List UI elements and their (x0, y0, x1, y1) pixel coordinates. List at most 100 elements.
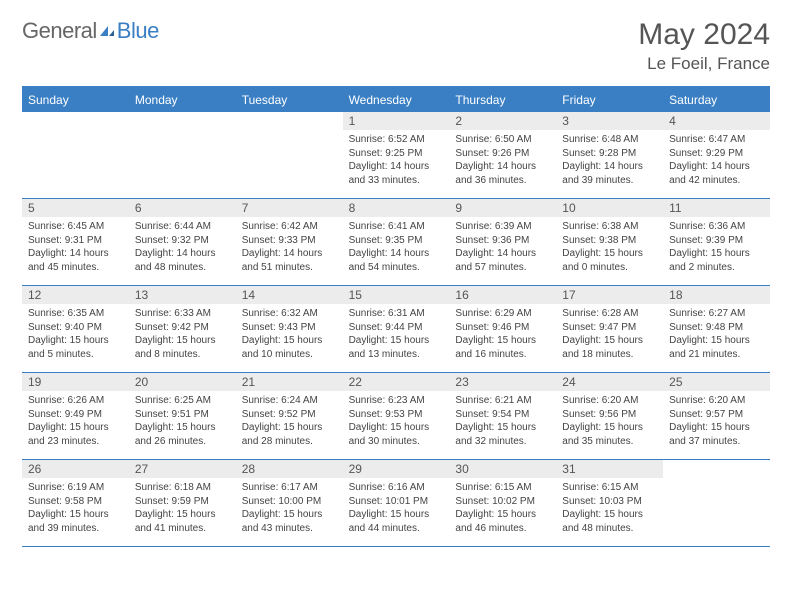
sunset-text: Sunset: 10:03 PM (562, 495, 657, 509)
sunset-text: Sunset: 9:31 PM (28, 234, 123, 248)
sunset-text: Sunset: 9:48 PM (669, 321, 764, 335)
daylight-text: Daylight: 15 hours and 30 minutes. (349, 421, 444, 448)
sunset-text: Sunset: 9:35 PM (349, 234, 444, 248)
day-details: Sunrise: 6:45 AMSunset: 9:31 PMDaylight:… (22, 217, 129, 280)
sunset-text: Sunset: 9:42 PM (135, 321, 230, 335)
sunset-text: Sunset: 9:53 PM (349, 408, 444, 422)
day-number: 6 (129, 199, 236, 217)
daylight-text: Daylight: 15 hours and 18 minutes. (562, 334, 657, 361)
day-details: Sunrise: 6:41 AMSunset: 9:35 PMDaylight:… (343, 217, 450, 280)
day-number: 25 (663, 373, 770, 391)
sunrise-text: Sunrise: 6:31 AM (349, 307, 444, 321)
daylight-text: Daylight: 14 hours and 45 minutes. (28, 247, 123, 274)
day-cell: 26Sunrise: 6:19 AMSunset: 9:58 PMDayligh… (22, 460, 129, 546)
day-details: Sunrise: 6:15 AMSunset: 10:02 PMDaylight… (449, 478, 556, 541)
day-cell: 25Sunrise: 6:20 AMSunset: 9:57 PMDayligh… (663, 373, 770, 459)
day-cell: 11Sunrise: 6:36 AMSunset: 9:39 PMDayligh… (663, 199, 770, 285)
day-details: Sunrise: 6:26 AMSunset: 9:49 PMDaylight:… (22, 391, 129, 454)
day-header-mon: Monday (129, 88, 236, 112)
day-details: Sunrise: 6:39 AMSunset: 9:36 PMDaylight:… (449, 217, 556, 280)
sunset-text: Sunset: 9:57 PM (669, 408, 764, 422)
day-details: Sunrise: 6:16 AMSunset: 10:01 PMDaylight… (343, 478, 450, 541)
day-cell: 6Sunrise: 6:44 AMSunset: 9:32 PMDaylight… (129, 199, 236, 285)
sunset-text: Sunset: 9:38 PM (562, 234, 657, 248)
day-cell: 28Sunrise: 6:17 AMSunset: 10:00 PMDaylig… (236, 460, 343, 546)
day-details: Sunrise: 6:27 AMSunset: 9:48 PMDaylight:… (663, 304, 770, 367)
day-number: 24 (556, 373, 663, 391)
day-cell: 2Sunrise: 6:50 AMSunset: 9:26 PMDaylight… (449, 112, 556, 198)
day-details: Sunrise: 6:44 AMSunset: 9:32 PMDaylight:… (129, 217, 236, 280)
sunrise-text: Sunrise: 6:20 AM (669, 394, 764, 408)
brand-text: GeneralBlue (22, 18, 159, 44)
day-details: Sunrise: 6:28 AMSunset: 9:47 PMDaylight:… (556, 304, 663, 367)
day-number: 27 (129, 460, 236, 478)
daylight-text: Daylight: 15 hours and 21 minutes. (669, 334, 764, 361)
sunrise-text: Sunrise: 6:26 AM (28, 394, 123, 408)
daylight-text: Daylight: 15 hours and 16 minutes. (455, 334, 550, 361)
sunrise-text: Sunrise: 6:42 AM (242, 220, 337, 234)
sunset-text: Sunset: 9:44 PM (349, 321, 444, 335)
month-title: May 2024 (638, 18, 770, 52)
day-number: 18 (663, 286, 770, 304)
week-row: 1Sunrise: 6:52 AMSunset: 9:25 PMDaylight… (22, 112, 770, 199)
day-number (22, 112, 129, 130)
day-cell: 13 Sunrise: 6:33 AMSunset: 9:42 PMDayligh… (129, 286, 236, 372)
sunrise-text: Sunrise: 6:17 AM (242, 481, 337, 495)
sunrise-text: Sunrise: 6:28 AM (562, 307, 657, 321)
day-details: Sunrise: 6:50 AMSunset: 9:26 PMDaylight:… (449, 130, 556, 193)
day-number: 20 (129, 373, 236, 391)
daylight-text: Daylight: 15 hours and 41 minutes. (135, 508, 230, 535)
day-number: 28 (236, 460, 343, 478)
sunrise-text: Sunrise: 6:32 AM (242, 307, 337, 321)
sunrise-text: Sunrise: 6:47 AM (669, 133, 764, 147)
sunrise-text: Sunrise: 6:39 AM (455, 220, 550, 234)
week-row: 19Sunrise: 6:26 AMSunset: 9:49 PMDayligh… (22, 373, 770, 460)
day-number: 22 (343, 373, 450, 391)
sunset-text: Sunset: 9:40 PM (28, 321, 123, 335)
day-cell: 14Sunrise: 6:32 AMSunset: 9:43 PMDayligh… (236, 286, 343, 372)
day-cell: 7Sunrise: 6:42 AMSunset: 9:33 PMDaylight… (236, 199, 343, 285)
daylight-text: Daylight: 15 hours and 48 minutes. (562, 508, 657, 535)
sunrise-text: Sunrise: 6:19 AM (28, 481, 123, 495)
sunset-text: Sunset: 9:46 PM (455, 321, 550, 335)
sunset-text: Sunset: 9:33 PM (242, 234, 337, 248)
sunrise-text: Sunrise: 6:33 AM (135, 307, 230, 321)
daylight-text: Daylight: 14 hours and 42 minutes. (669, 160, 764, 187)
daylight-text: Daylight: 15 hours and 35 minutes. (562, 421, 657, 448)
sunset-text: Sunset: 9:59 PM (135, 495, 230, 509)
sunrise-text: Sunrise: 6:29 AM (455, 307, 550, 321)
day-header-fri: Friday (556, 88, 663, 112)
day-number: 12 (22, 286, 129, 304)
day-number: 4 (663, 112, 770, 130)
daylight-text: Daylight: 14 hours and 48 minutes. (135, 247, 230, 274)
day-number: 31 (556, 460, 663, 478)
daylight-text: Daylight: 15 hours and 13 minutes. (349, 334, 444, 361)
daylight-text: Daylight: 15 hours and 39 minutes. (28, 508, 123, 535)
daylight-text: Daylight: 15 hours and 28 minutes. (242, 421, 337, 448)
daylight-text: Daylight: 15 hours and 26 minutes. (135, 421, 230, 448)
day-cell: 21Sunrise: 6:24 AMSunset: 9:52 PMDayligh… (236, 373, 343, 459)
sunrise-text: Sunrise: 6:23 AM (349, 394, 444, 408)
day-number: 3 (556, 112, 663, 130)
day-cell: 31Sunrise: 6:15 AMSunset: 10:03 PMDaylig… (556, 460, 663, 546)
day-number: 14 (236, 286, 343, 304)
day-details: Sunrise: 6:52 AMSunset: 9:25 PMDaylight:… (343, 130, 450, 193)
sunset-text: Sunset: 9:32 PM (135, 234, 230, 248)
day-header-sat: Saturday (663, 88, 770, 112)
day-number: 13 (129, 286, 236, 304)
day-number: 26 (22, 460, 129, 478)
day-details: Sunrise: 6:38 AMSunset: 9:38 PMDaylight:… (556, 217, 663, 280)
sunset-text: Sunset: 9:52 PM (242, 408, 337, 422)
day-cell: 23Sunrise: 6:21 AMSunset: 9:54 PMDayligh… (449, 373, 556, 459)
day-number (663, 460, 770, 478)
day-number: 19 (22, 373, 129, 391)
sunrise-text: Sunrise: 6:44 AM (135, 220, 230, 234)
day-number: 15 (343, 286, 450, 304)
day-header-tue: Tuesday (236, 88, 343, 112)
day-details: Sunrise: 6:24 AMSunset: 9:52 PMDaylight:… (236, 391, 343, 454)
daylight-text: Daylight: 15 hours and 8 minutes. (135, 334, 230, 361)
week-row: 12Sunrise: 6:35 AMSunset: 9:40 PMDayligh… (22, 286, 770, 373)
day-details: Sunrise: 6:18 AMSunset: 9:59 PMDaylight:… (129, 478, 236, 541)
day-number: 5 (22, 199, 129, 217)
sunrise-text: Sunrise: 6:25 AM (135, 394, 230, 408)
